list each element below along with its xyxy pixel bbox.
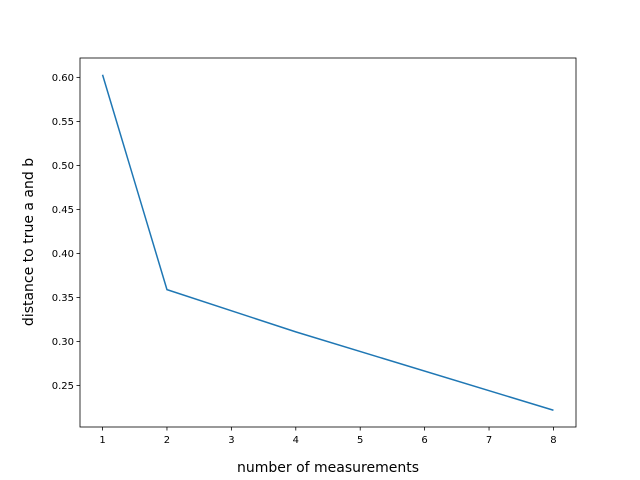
y-tick-label: 0.60 xyxy=(52,73,74,84)
x-tick-label: 7 xyxy=(486,435,492,446)
y-axis-label: distance to true a and b xyxy=(21,158,37,326)
y-tick-label: 0.40 xyxy=(52,249,74,260)
x-tick-label: 4 xyxy=(293,435,299,446)
y-tick-label: 0.50 xyxy=(52,161,74,172)
y-tick-label: 0.45 xyxy=(52,205,74,216)
x-tick-label: 6 xyxy=(421,435,427,446)
x-tick-label: 8 xyxy=(550,435,556,446)
y-tick-label: 0.30 xyxy=(52,337,74,348)
plot-frame xyxy=(79,57,577,428)
x-tick-label: 5 xyxy=(357,435,363,446)
y-tick-label: 0.55 xyxy=(52,117,74,128)
y-tick-label: 0.25 xyxy=(52,381,74,392)
x-tick-label: 2 xyxy=(164,435,170,446)
line xyxy=(101,74,554,411)
x-tick-label: 3 xyxy=(228,435,234,446)
x-tick-label: 1 xyxy=(99,435,105,446)
x-axis-label: number of measurements xyxy=(237,460,419,476)
y-tick-label: 0.35 xyxy=(52,293,74,304)
